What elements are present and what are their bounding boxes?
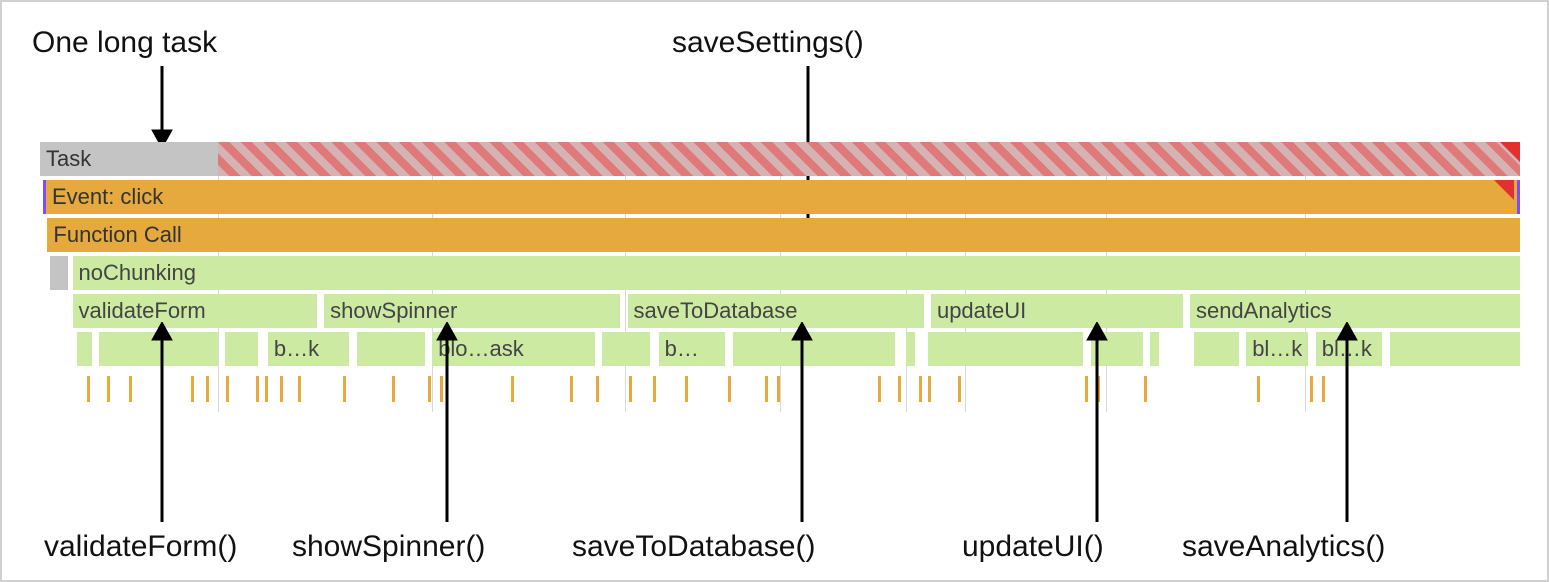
- tick-mark: [777, 376, 780, 402]
- arrow-bottom-icon: [1077, 322, 1117, 522]
- tick-mark: [206, 376, 209, 402]
- tick-mark: [596, 376, 599, 402]
- child-func-label: validateForm: [79, 298, 206, 324]
- flame-row-ticks: [40, 370, 1520, 408]
- annotation-top-left: One long task: [32, 26, 217, 60]
- annotation-bottom: updateUI(): [962, 530, 1104, 564]
- grandchild-bar[interactable]: [1390, 332, 1520, 366]
- grandchild-bar[interactable]: [1194, 332, 1238, 366]
- tick-mark: [107, 376, 110, 402]
- arrow-bottom-icon: [142, 322, 182, 522]
- annotation-bottom: saveToDatabase(): [572, 530, 815, 564]
- tick-mark: [1310, 376, 1313, 402]
- arrow-top-left-icon: [142, 66, 182, 148]
- child-func-label: sendAnalytics: [1196, 298, 1332, 324]
- parent-func-bar[interactable]: noChunking: [73, 256, 1520, 290]
- tick-mark: [226, 376, 229, 402]
- grandchild-bar[interactable]: [928, 332, 1083, 366]
- tick-mark: [191, 376, 194, 402]
- grandchild-bar[interactable]: bl…k: [1246, 332, 1308, 366]
- annotation-bottom: showSpinner(): [292, 530, 485, 564]
- child-func-bar[interactable]: showSpinner: [324, 294, 620, 328]
- tick-mark: [765, 376, 768, 402]
- warning-triangle-icon: [1500, 142, 1520, 162]
- parent-func-label: noChunking: [79, 260, 196, 286]
- task-label: Task: [46, 146, 91, 172]
- tick-mark: [392, 376, 395, 402]
- grandchild-bar[interactable]: [1150, 332, 1159, 366]
- grandchild-bar[interactable]: [357, 332, 425, 366]
- tick-mark: [1322, 376, 1325, 402]
- grandchild-label: b…: [665, 336, 699, 362]
- event-bar[interactable]: Event: click: [43, 180, 1520, 214]
- tick-mark: [958, 376, 961, 402]
- child-func-label: saveToDatabase: [634, 298, 798, 324]
- arrow-bottom-icon: [782, 322, 822, 522]
- tick-mark: [265, 376, 268, 402]
- tick-mark: [728, 376, 731, 402]
- grandchild-bar[interactable]: [906, 332, 915, 366]
- function-call-bar[interactable]: Function Call: [47, 218, 1520, 252]
- tick-mark: [570, 376, 573, 402]
- child-func-label: updateUI: [937, 298, 1026, 324]
- tick-mark: [928, 376, 931, 402]
- flame-row-task: Task: [40, 142, 1520, 176]
- tick-mark: [898, 376, 901, 402]
- tick-mark: [653, 376, 656, 402]
- grandchild-bar[interactable]: b…: [659, 332, 726, 366]
- grandchild-label: b…k: [274, 336, 319, 362]
- tick-mark: [919, 376, 922, 402]
- grandchild-bar[interactable]: [225, 332, 258, 366]
- flame-row-function: Function Call: [40, 218, 1520, 252]
- task-bar-normal[interactable]: Task: [40, 142, 218, 176]
- tick-mark: [87, 376, 90, 402]
- flame-chart: Task Event: click Function Call noChunki…: [40, 142, 1520, 412]
- arrow-bottom-icon: [1327, 322, 1367, 522]
- warning-triangle-icon: [1494, 180, 1514, 200]
- task-bar-long[interactable]: [218, 142, 1520, 176]
- annotation-bottom: validateForm(): [44, 530, 237, 564]
- tick-mark: [343, 376, 346, 402]
- panel-frame: One long task saveSettings() Task Event:…: [0, 0, 1549, 582]
- event-label: Event: click: [52, 184, 163, 210]
- grandchild-label: bl…k: [1252, 336, 1302, 362]
- child-func-bar[interactable]: validateForm: [73, 294, 317, 328]
- flame-row-event: Event: click: [40, 180, 1520, 214]
- annotation-bottom: saveAnalytics(): [1182, 530, 1385, 564]
- flame-row-parent: noChunking: [40, 256, 1520, 290]
- flame-row-grandchildren: b…kblo…askb…bl…kbl…k: [40, 332, 1520, 366]
- tick-mark: [256, 376, 259, 402]
- grandchild-bar[interactable]: b…k: [268, 332, 349, 366]
- function-label: Function Call: [53, 222, 181, 248]
- flame-row-children: validateForm showSpinner saveToDatabase upd…: [40, 294, 1520, 328]
- annotation-top-right: saveSettings(): [672, 26, 864, 60]
- child-func-bar[interactable]: updateUI: [931, 294, 1183, 328]
- tick-mark: [878, 376, 881, 402]
- tick-mark: [1257, 376, 1260, 402]
- tick-mark: [280, 376, 283, 402]
- tick-mark: [298, 376, 301, 402]
- tick-mark: [129, 376, 132, 402]
- child-func-bar[interactable]: saveToDatabase: [628, 294, 924, 328]
- grandchild-bar[interactable]: [77, 332, 92, 366]
- parent-gray-prefix[interactable]: [50, 256, 68, 290]
- arrow-bottom-icon: [427, 322, 467, 522]
- child-func-label: showSpinner: [330, 298, 457, 324]
- tick-mark: [511, 376, 514, 402]
- tick-mark: [685, 376, 688, 402]
- tick-mark: [629, 376, 632, 402]
- tick-mark: [1144, 376, 1147, 402]
- grandchild-bar[interactable]: [602, 332, 649, 366]
